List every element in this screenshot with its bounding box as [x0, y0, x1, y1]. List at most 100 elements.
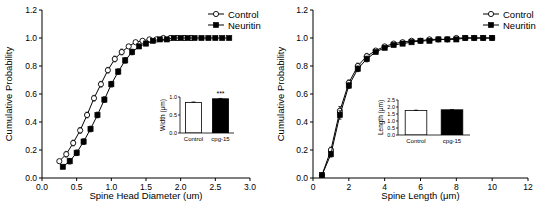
y-axis-label: Length (μm) [377, 100, 385, 135]
y-tick [39, 66, 42, 67]
y-tick [310, 122, 313, 123]
data-point [337, 112, 342, 117]
y-tick-label: 0.0 [296, 173, 308, 183]
y-tick [39, 122, 42, 123]
x-tick [420, 178, 421, 181]
data-point [436, 37, 441, 42]
y-tick-label: 0.6 [296, 89, 308, 99]
x-axis-label: Spine Head Diameter (um) [90, 190, 203, 201]
y-tick-label: 2.5 [387, 97, 395, 103]
data-point [227, 35, 232, 40]
legend: ControlNeuritin [483, 9, 536, 31]
data-point [418, 38, 423, 43]
inset-bar-chart: 0.00.51.0Controlcpg-15Width (μm)*** [158, 90, 238, 147]
x-tick [76, 178, 77, 181]
x-tick-label: 0.0 [36, 182, 48, 192]
inset-bar-chart: 0.00.51.01.52.02.5Controlcpg-15Length (μ… [376, 96, 474, 149]
x-tick [492, 178, 493, 181]
x-tick-label: 0.5 [71, 182, 83, 192]
x-tick-label: Control [184, 136, 203, 142]
y-tick-label: 0.8 [296, 61, 308, 71]
data-point [463, 35, 468, 40]
data-point [472, 35, 477, 40]
x-tick-label: 2 [346, 182, 351, 192]
y-tick-label: 0.2 [296, 145, 308, 155]
data-point [463, 35, 468, 40]
x-axis [398, 135, 470, 136]
data-point [319, 173, 324, 178]
x-axis [180, 133, 234, 134]
inset-background [376, 96, 474, 149]
data-point [373, 49, 378, 54]
y-tick-label: 0.5 [169, 112, 177, 118]
error-bar [414, 110, 418, 112]
legend-label: Control [228, 9, 259, 20]
y-tick-label: 0.8 [25, 61, 37, 71]
y-tick-label: 1.0 [387, 118, 395, 124]
y-tick-label: 1.0 [25, 33, 37, 43]
data-point [126, 44, 131, 49]
legend: ControlNeuritin [208, 9, 261, 31]
inset-background [158, 93, 238, 147]
error-bar [192, 102, 196, 104]
data-point [319, 173, 324, 178]
data-point [157, 37, 162, 42]
x-tick [111, 178, 112, 181]
data-point [472, 35, 477, 40]
data-point [436, 37, 441, 42]
y-axis-label: Cumulative Probability [275, 46, 286, 141]
legend-marker [213, 11, 218, 16]
y-tick [396, 114, 398, 115]
data-point [364, 56, 369, 61]
x-tick-label: 12 [523, 182, 533, 192]
x-tick-label: cpg-15 [443, 138, 462, 144]
series-line [322, 38, 492, 175]
data-point [60, 164, 65, 169]
plot-area [319, 35, 494, 177]
data-point [391, 42, 396, 47]
y-tick [310, 10, 313, 11]
error-bar [219, 98, 223, 100]
data-point [116, 69, 121, 74]
line-chart: 0.00.51.01.52.02.53.00.00.20.40.60.81.01… [3, 5, 261, 201]
x-tick-label: 0 [311, 182, 316, 192]
data-point [150, 38, 155, 43]
y-tick [310, 66, 313, 67]
x-tick [528, 178, 529, 181]
y-tick-label: 0.4 [296, 117, 308, 127]
y-tick-label: 2.0 [387, 104, 395, 110]
y-axis [398, 100, 399, 135]
data-point [185, 35, 190, 40]
data-point [112, 56, 117, 61]
y-tick [396, 107, 398, 108]
data-point [123, 58, 128, 63]
data-point [445, 37, 450, 42]
data-point [418, 38, 423, 43]
data-point [400, 41, 405, 46]
y-tick [310, 150, 313, 151]
data-point [136, 44, 141, 49]
y-tick-label: 0.0 [387, 132, 395, 138]
data-point [102, 97, 107, 102]
data-point [355, 66, 360, 71]
data-point [328, 152, 333, 157]
data-point [109, 82, 114, 87]
y-tick-label: 1.0 [169, 94, 177, 100]
data-point [67, 159, 72, 164]
data-point [91, 96, 96, 101]
data-point [164, 37, 169, 42]
data-point [213, 35, 218, 40]
legend-marker [213, 22, 218, 27]
y-tick [39, 94, 42, 95]
y-tick [178, 115, 180, 116]
x-tick [146, 178, 147, 181]
bar [441, 110, 463, 135]
y-tick-label: 0.0 [25, 173, 37, 183]
y-tick [310, 178, 313, 179]
data-point [178, 35, 183, 40]
data-point [81, 139, 86, 144]
data-point [57, 159, 62, 164]
data-point [143, 41, 148, 46]
y-axis-label: Cumulative Probability [3, 46, 14, 141]
x-tick-label: 3.0 [244, 182, 256, 192]
